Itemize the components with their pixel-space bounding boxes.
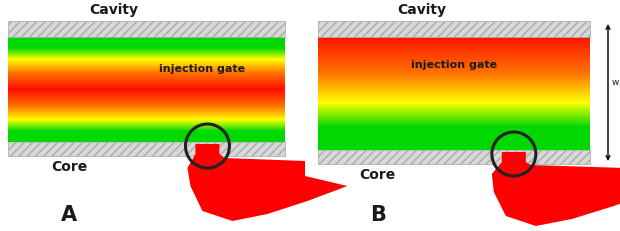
Polygon shape <box>187 144 347 221</box>
Text: wall thickness: wall thickness <box>612 78 620 87</box>
Bar <box>8 21 285 37</box>
Text: injection gate: injection gate <box>411 60 497 70</box>
Text: Cavity: Cavity <box>89 3 138 17</box>
Text: Cavity: Cavity <box>397 3 446 17</box>
Text: injection gate: injection gate <box>159 64 246 73</box>
Bar <box>318 150 590 164</box>
Text: Core: Core <box>51 160 87 174</box>
Text: A: A <box>61 205 77 225</box>
Text: Core: Core <box>360 168 396 182</box>
Polygon shape <box>492 152 620 226</box>
Text: B: B <box>370 205 386 225</box>
Bar <box>8 142 285 156</box>
Bar <box>318 21 590 37</box>
